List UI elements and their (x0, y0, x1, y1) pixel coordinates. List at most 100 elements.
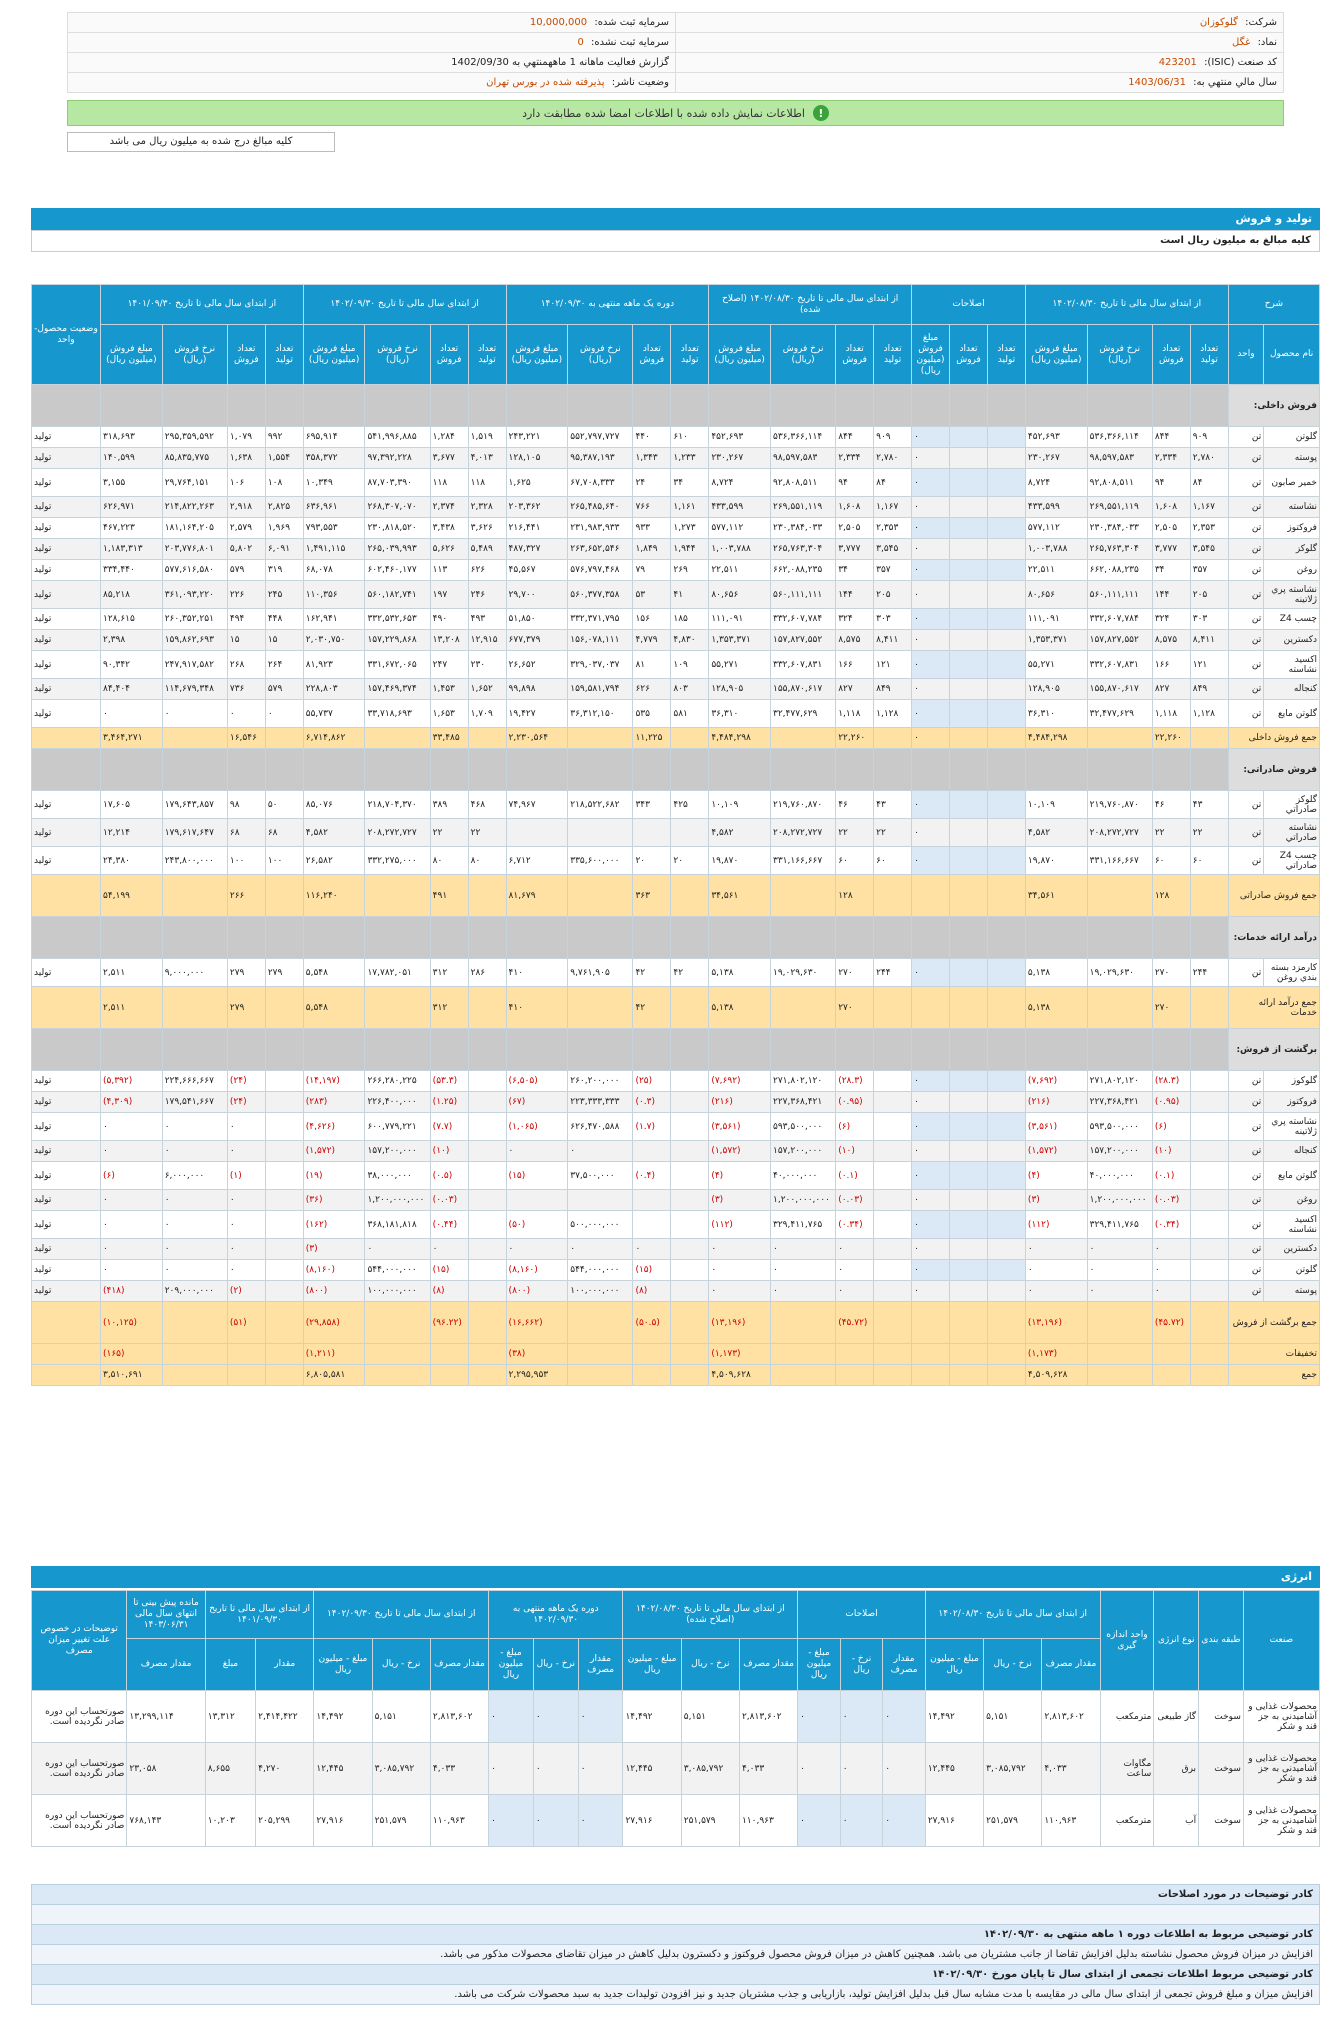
value-cell: ۲۳۰,۳۸۴,۰۳۳ (1086, 517, 1153, 539)
value-cell: ۹۴ (1151, 468, 1191, 497)
value-cell (670, 818, 710, 847)
energy-sub-4-rate: نرخ - ریال (532, 1638, 579, 1691)
value-cell: ۶۰۰,۷۷۹,۲۲۱ (364, 1112, 431, 1141)
value-cell (986, 426, 1026, 448)
empty-cell (226, 916, 266, 959)
value-cell: ۲,۵۰۵ (835, 517, 875, 539)
value-cell (769, 1301, 837, 1344)
value-cell: ۳۳۴,۴۴۰ (99, 559, 163, 581)
value-cell: ۲,۲۹۵,۹۵۳ (505, 1364, 569, 1386)
product-name: گلوکوز (1263, 1070, 1320, 1092)
report-end-label: منتهي به (512, 57, 549, 68)
value-cell: ۳۴,۵۶۱ (1024, 874, 1088, 917)
value-cell (632, 1210, 672, 1239)
empty-cell (670, 384, 710, 427)
empty-cell (670, 748, 710, 791)
value-cell: ۰ (1086, 1259, 1153, 1281)
energy-sub-3-amt: مبلغ - میلیون ریال (622, 1638, 682, 1691)
product-unit: تن (1227, 1259, 1265, 1281)
value-cell: (۱,۲۱۱) (302, 1343, 366, 1365)
value-cell (835, 1343, 875, 1365)
empty-cell (911, 748, 951, 791)
value-cell: ۳۲,۴۷۷,۶۲۹ (1086, 699, 1153, 728)
value-cell: ۱۱,۲۲۵ (632, 727, 672, 749)
value-cell: (۵,۳۹۲) (99, 1070, 163, 1092)
energy-sub-3-qty: مقدار مصرف (738, 1638, 799, 1691)
value-cell: ۲۰۵ (873, 580, 913, 609)
value-cell: ۶۶۲,۰۸۸,۲۳۵ (1086, 559, 1153, 581)
value-cell: ۴۶۸ (467, 790, 507, 819)
value-cell: ۰ (161, 1210, 228, 1239)
product-name: اکسید نشاسته (1263, 650, 1320, 679)
value-cell: ۴۶ (835, 790, 875, 819)
value-cell (911, 1364, 951, 1386)
value-cell: ۸۰ (429, 846, 469, 875)
product-name: اکسید نشاسته (1263, 1210, 1320, 1239)
empty-cell (873, 916, 913, 959)
section-row: فروش داخلی: (31, 384, 1321, 427)
empty-cell (505, 384, 569, 427)
company-name: گلوکوزان (1199, 17, 1238, 28)
value-cell: (۱,۵۷۲) (302, 1140, 366, 1162)
value-cell (986, 846, 1026, 875)
value-cell: ۲۶۹,۵۵۱,۱۱۹ (1086, 496, 1153, 518)
value-cell: ۸۴۴ (835, 426, 875, 448)
value-cell: ۱۰۹ (670, 650, 710, 679)
value-cell: ۰ (911, 580, 951, 609)
value-cell: ۳,۴۳۸ (429, 517, 469, 539)
value-cell: ۳۶,۳۱۰ (708, 699, 771, 728)
value-cell (949, 1259, 988, 1281)
product-unit: تن (1227, 608, 1265, 630)
capital-registered-label: سرمايه ثبت شده: (594, 17, 669, 28)
product-name: روغن (1263, 1189, 1320, 1211)
empty-cell (1151, 384, 1191, 427)
value-cell (670, 1161, 710, 1190)
value-cell: ۹,۰۰۰,۰۰۰ (161, 958, 228, 987)
value-cell: ۰ (911, 559, 951, 581)
value-cell: ۲,۷۸۰ (1189, 447, 1229, 469)
value-cell: ۲,۳۵۳ (1189, 517, 1229, 539)
product-unit: تن (1227, 958, 1265, 987)
symbol: غگل (1232, 37, 1251, 48)
value-cell: ۷۹ (632, 559, 672, 581)
table-row: فروکتوز تن ۲,۳۵۳ ۲,۵۰۵ ۲۳۰,۳۸۴,۰۳۳ ۵۷۷,۱۱۲ ۰ ۲,… (31, 517, 1320, 539)
product-name: جمع فروش داخلی (1227, 727, 1321, 749)
empty-cell (632, 748, 672, 791)
value-cell (161, 1301, 228, 1344)
col-measure-unit: واحد اندازه گیری (1099, 1590, 1155, 1691)
energy-sub-4-qty: مقدار مصرف (577, 1638, 624, 1691)
product-status: تولید (31, 1140, 101, 1162)
value-cell: ۱۴۴ (1151, 580, 1191, 609)
empty-cell (99, 916, 163, 959)
value-cell (949, 1343, 988, 1365)
value-cell: ۱۶۶ (835, 650, 875, 679)
value-cell: ۱۲۸ (835, 874, 875, 917)
value-cell: ۰ (429, 1238, 469, 1260)
value-cell: ۵,۱۳۸ (708, 986, 771, 1029)
value-cell: ۹۸ (226, 790, 266, 819)
value-cell: ۲۱۸,۵۲۲,۶۸۲ (567, 790, 634, 819)
value-cell: ۹۰,۳۴۲ (99, 650, 163, 679)
value-cell: ۲,۳۳۴ (835, 447, 875, 469)
value-cell: ۲,۵۱۱ (99, 986, 163, 1029)
value-cell: (۱,۵۷۲) (1024, 1140, 1088, 1162)
energy-value: ۱۴,۴۹۲ (924, 1690, 985, 1743)
value-cell: ۴۶۷,۲۲۳ (99, 517, 163, 539)
table-row: خمیر صابون تن ۸۴ ۹۴ ۹۲,۸۰۸,۵۱۱ ۸,۷۲۴ ۰ ۸۴ ۹۴ ۹۲,۸… (31, 468, 1320, 497)
value-cell: ۶۸ (226, 818, 266, 847)
value-cell: ۰ (226, 1112, 266, 1141)
sales-sub-5-prod: تعداد تولید (467, 324, 507, 385)
value-cell (835, 1364, 875, 1386)
value-cell: ۸۴ (1189, 468, 1229, 497)
sales-sub-4-rate: نرخ فروش (ریال) (567, 324, 634, 385)
energy-sub-5-amt: مبلغ - میلیون ریال (313, 1638, 373, 1691)
value-cell (1189, 1343, 1229, 1365)
product-status: تولید (31, 559, 101, 581)
empty-cell (873, 1028, 913, 1071)
value-cell: ۱,۲۷۳ (670, 517, 710, 539)
value-cell: ۴۲۵ (670, 790, 710, 819)
explanation-heading: کادر توضیحات در مورد اصلاحات (31, 1884, 1320, 1905)
energy-group-2: اصلاحات (797, 1590, 926, 1639)
value-cell: ۷۶۶ (632, 496, 672, 518)
value-cell: ۸۱,۶۷۹ (505, 874, 569, 917)
